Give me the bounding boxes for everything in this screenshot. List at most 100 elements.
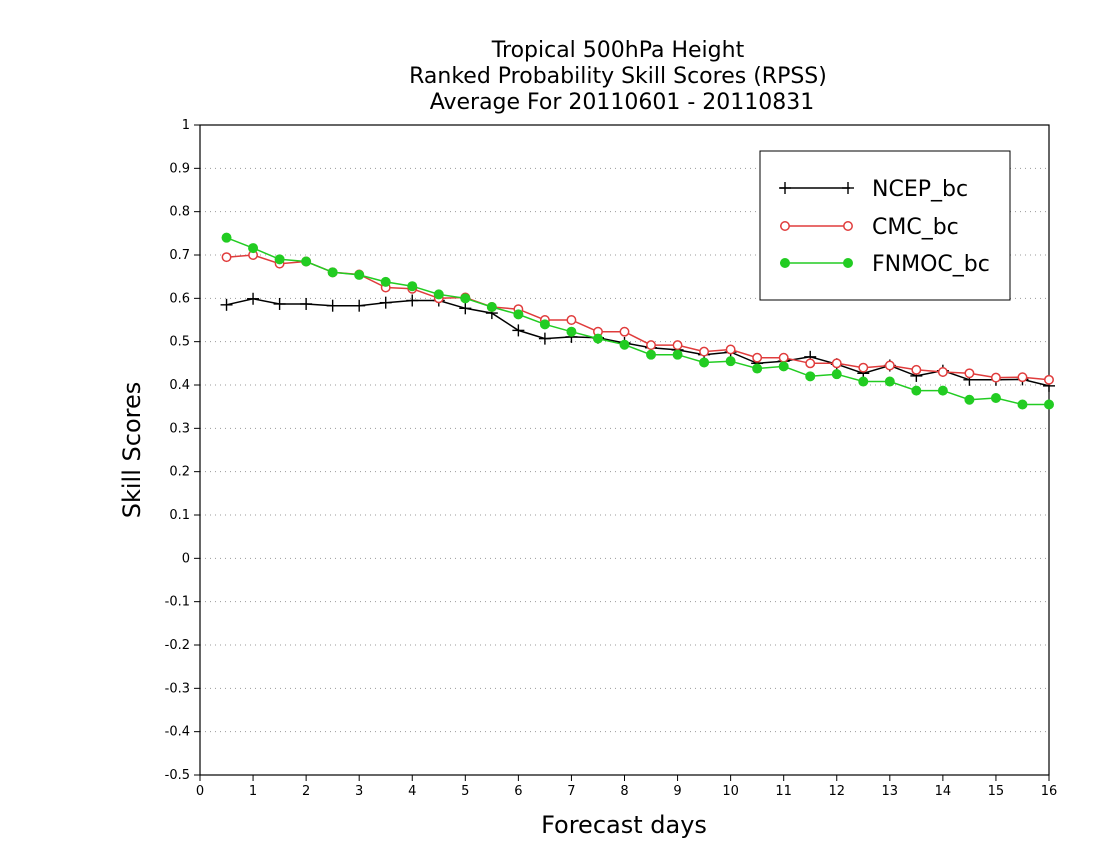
chart-title-line-1: Tropical 500hPa Height	[491, 38, 745, 63]
data-point-ncep-bc	[273, 297, 286, 310]
data-point-ncep-bc	[300, 297, 313, 310]
y-tick-label: 0.2	[169, 465, 190, 480]
data-point-ncep-bc	[459, 302, 472, 315]
data-point-fnmoc-bc	[274, 254, 285, 265]
y-tick-label: -0.5	[165, 768, 190, 783]
legend-label: FNMOC_bc	[872, 252, 990, 277]
data-point-cmc-bc	[884, 360, 895, 371]
data-point-fnmoc-bc	[725, 356, 736, 367]
legend-marker	[780, 221, 790, 231]
series-group	[220, 232, 1055, 410]
y-tick-label: 0.9	[169, 161, 190, 176]
data-point-cmc-bc	[699, 346, 710, 357]
data-point-fnmoc-bc	[248, 243, 259, 254]
data-point-fnmoc-bc	[858, 376, 869, 387]
data-point-fnmoc-bc	[619, 339, 630, 350]
data-point-fnmoc-bc	[566, 326, 577, 337]
data-point-cmc-bc	[911, 364, 922, 375]
x-tick-label: 6	[514, 784, 522, 799]
x-axis-label: Forecast days	[541, 811, 707, 839]
chart-title: Tropical 500hPa Height Ranked Probabilit…	[409, 38, 827, 115]
x-tick-label: 8	[620, 784, 628, 799]
legend-label: NCEP_bc	[872, 177, 968, 202]
legend-marker	[780, 258, 790, 268]
series-ncep-bc	[220, 292, 1055, 392]
data-point-fnmoc-bc	[513, 309, 524, 320]
x-tick-label: 14	[935, 784, 952, 799]
legend-label: CMC_bc	[872, 215, 959, 240]
data-point-cmc-bc	[725, 344, 736, 355]
legend-item-fnmoc-bc: FNMOC_bc	[780, 252, 990, 277]
y-tick-label: 0.7	[169, 248, 190, 263]
data-point-fnmoc-bc	[646, 349, 657, 360]
axes: -0.5 -0.4 -0.3 -0.2 -0.1 0 0.1 0.2 0.3 0.4 0.5 0.6 0…	[165, 118, 1058, 799]
legend-marker	[843, 258, 853, 268]
legend-marker	[779, 182, 791, 194]
y-tick-label: 0.4	[169, 378, 190, 393]
data-point-cmc-bc	[831, 358, 842, 369]
data-point-fnmoc-bc	[433, 289, 444, 300]
x-tick-label: 9	[673, 784, 681, 799]
series-fnmoc-bc	[221, 232, 1054, 410]
y-tick-label: 0	[182, 551, 190, 566]
data-point-ncep-bc	[406, 294, 419, 307]
data-point-cmc-bc	[221, 252, 232, 263]
legend-marker	[843, 221, 853, 231]
legend-marker	[842, 182, 854, 194]
data-point-cmc-bc	[1044, 374, 1054, 385]
data-point-fnmoc-bc	[460, 293, 471, 304]
chart-title-line-2: Ranked Probability Skill Scores (RPSS)	[409, 64, 827, 89]
data-point-fnmoc-bc	[327, 267, 338, 278]
x-tick-label: 10	[722, 784, 739, 799]
y-tick-label: -0.1	[165, 595, 190, 610]
data-point-fnmoc-bc	[539, 319, 550, 330]
x-tick-label: 12	[828, 784, 845, 799]
data-point-fnmoc-bc	[301, 256, 312, 267]
y-tick-label: 0.5	[169, 335, 190, 350]
y-tick-label: 0.1	[169, 508, 190, 523]
series-line-ncep-bc	[226, 298, 1050, 387]
data-point-fnmoc-bc	[937, 385, 948, 396]
x-tick-label: 15	[988, 784, 1005, 799]
data-point-fnmoc-bc	[672, 349, 683, 360]
data-point-ncep-bc	[247, 292, 260, 305]
data-point-ncep-bc	[379, 296, 392, 309]
data-point-ncep-bc	[326, 299, 339, 312]
data-point-ncep-bc	[538, 332, 551, 345]
data-point-cmc-bc	[646, 340, 656, 351]
y-tick-label: 0.8	[169, 205, 190, 220]
data-point-ncep-bc	[220, 298, 233, 311]
data-point-cmc-bc	[752, 352, 763, 363]
x-tick-label: 0	[196, 784, 204, 799]
data-point-fnmoc-bc	[752, 363, 763, 374]
data-point-cmc-bc	[990, 372, 1001, 383]
data-point-cmc-bc	[937, 367, 948, 377]
data-point-ncep-bc	[353, 299, 366, 312]
legend-item-ncep-bc: NCEP_bc	[779, 177, 968, 202]
data-point-fnmoc-bc	[380, 276, 391, 287]
data-point-fnmoc-bc	[407, 281, 418, 292]
data-point-fnmoc-bc	[592, 333, 603, 344]
x-tick-label: 4	[408, 784, 416, 799]
legend-items: NCEP_bc CMC_bc FNMOC_bc	[779, 177, 990, 277]
legend-item-cmc-bc: CMC_bc	[780, 215, 959, 240]
x-tick-label: 13	[882, 784, 899, 799]
data-point-cmc-bc	[778, 352, 789, 363]
x-tick-label: 11	[775, 784, 792, 799]
data-point-cmc-bc	[672, 340, 683, 351]
data-point-fnmoc-bc	[486, 302, 497, 312]
x-tick-label: 16	[1041, 784, 1058, 799]
x-tick-label: 7	[567, 784, 575, 799]
y-axis-label: Skill Scores	[118, 382, 146, 519]
data-point-fnmoc-bc	[805, 371, 816, 382]
data-point-fnmoc-bc	[1044, 399, 1054, 410]
data-point-fnmoc-bc	[1017, 399, 1028, 410]
data-point-cmc-bc	[1017, 372, 1028, 383]
data-point-fnmoc-bc	[778, 361, 789, 372]
data-point-cmc-bc	[619, 326, 630, 337]
legend: NCEP_bc CMC_bc FNMOC_bc	[759, 150, 1011, 301]
y-tick-label: 0.3	[169, 421, 190, 436]
data-point-fnmoc-bc	[699, 357, 710, 368]
x-tick-label: 5	[461, 784, 469, 799]
